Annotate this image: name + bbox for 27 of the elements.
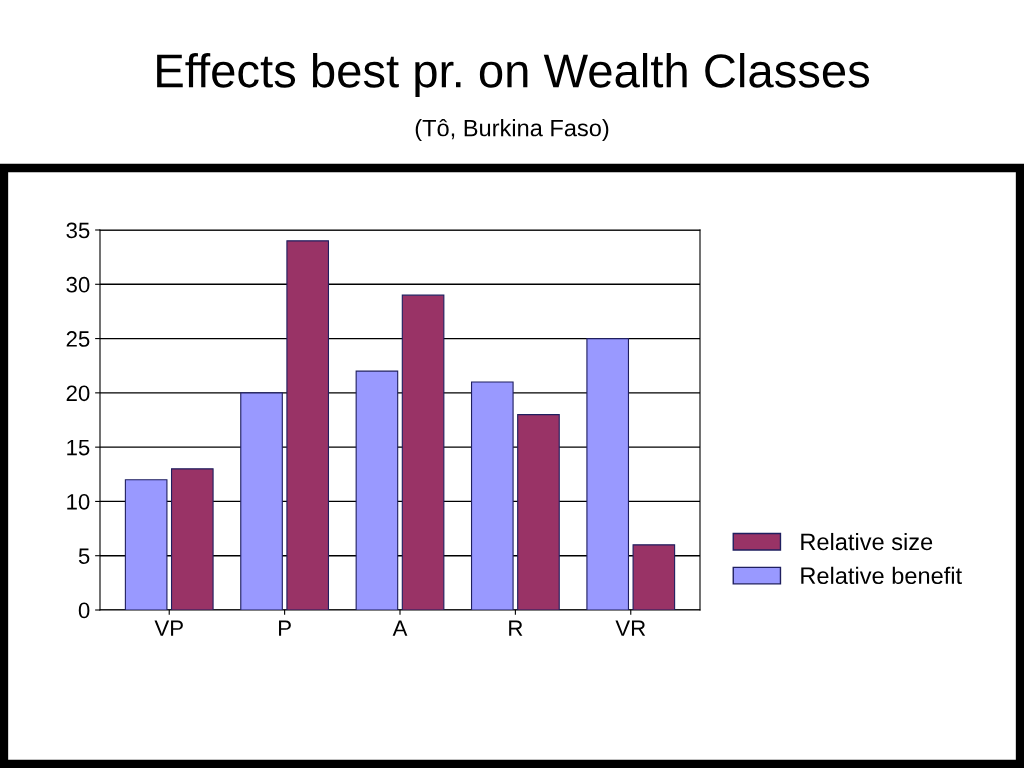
bar	[517, 414, 560, 610]
y-tick-label: 0	[78, 602, 90, 619]
y-tick-label: 25	[66, 331, 90, 347]
bar	[470, 381, 514, 610]
x-tick-label: P	[279, 620, 291, 636]
y-tick-label: 20	[66, 385, 90, 402]
legend-label: Relative benefit	[801, 566, 962, 585]
y-tick-label: 5	[78, 548, 90, 564]
bar	[286, 240, 330, 610]
x-tick-label: A	[392, 620, 408, 636]
bar	[170, 468, 214, 610]
bar	[124, 479, 168, 610]
bar	[240, 392, 283, 610]
bar	[632, 544, 676, 610]
chart-subtitle: (Tô, Burkina Faso)	[415, 118, 609, 142]
bar	[586, 338, 630, 610]
y-tick-label: 35	[66, 222, 90, 239]
bar	[355, 370, 399, 610]
chart-title: Effects best pr. on Wealth Classes	[157, 52, 870, 98]
x-tick-label: R	[509, 620, 523, 636]
x-tick-label: VP	[154, 620, 183, 636]
y-tick-label: 15	[67, 439, 90, 456]
y-tick-label: 30	[66, 276, 90, 293]
x-tick-label: VR	[615, 620, 646, 636]
bar	[401, 294, 445, 610]
legend-label: Relative size	[801, 532, 933, 551]
y-tick-label: 10	[67, 493, 90, 510]
